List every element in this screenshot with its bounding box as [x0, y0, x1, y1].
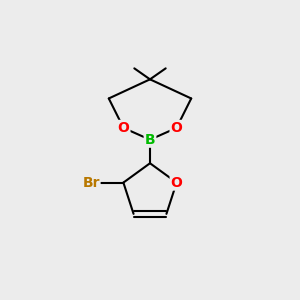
Text: O: O	[171, 121, 182, 135]
Text: O: O	[118, 121, 129, 135]
Text: O: O	[171, 176, 182, 190]
Text: B: B	[145, 133, 155, 147]
Text: Br: Br	[82, 176, 100, 190]
